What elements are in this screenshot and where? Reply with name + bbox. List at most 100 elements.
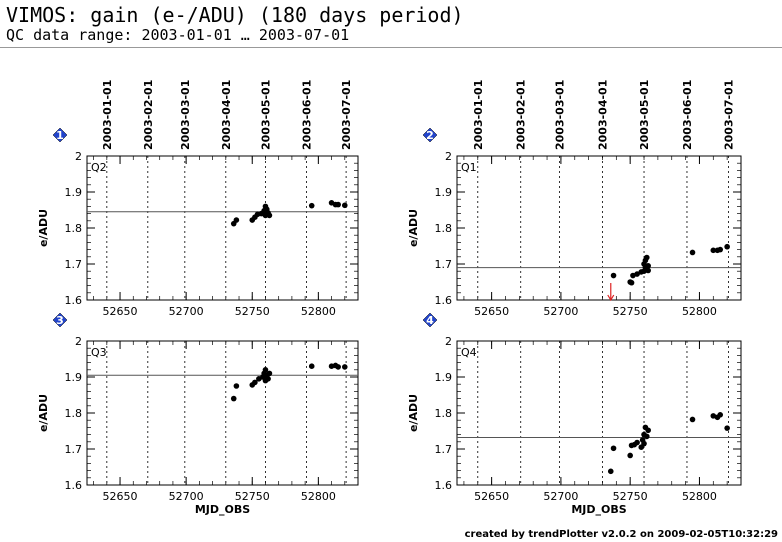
date-tick-label: 2003-02-01 [142, 80, 155, 150]
plot-frame [456, 155, 742, 301]
y-tick-label: 1.9 [435, 371, 453, 384]
panel-number-diamond [52, 127, 68, 143]
x-tick-label: 52650 [103, 490, 138, 503]
panel-label: Q2 [91, 161, 107, 174]
data-point [643, 254, 650, 261]
y-tick-label: 1.7 [435, 443, 453, 456]
data-point [230, 395, 237, 402]
x-tick-label: 52800 [301, 305, 336, 318]
date-tick-label: 2003-07-01 [340, 80, 353, 150]
data-point [262, 367, 269, 373]
date-tick-label: 2003-06-01 [300, 80, 313, 150]
y-tick-label: 1.9 [65, 186, 83, 199]
data-point [710, 247, 717, 254]
data-point [645, 427, 651, 434]
panel-number-label: 2 [426, 129, 434, 142]
x-tick-label: 52800 [682, 305, 717, 318]
date-tick-label: 2003-04-01 [220, 80, 233, 150]
panel-number-label: 4 [426, 314, 434, 327]
data-point [689, 416, 696, 423]
data-point [724, 425, 730, 431]
footer-credit: created by trendPlotter v2.0.2 on 2009-0… [464, 529, 778, 540]
date-tick-label: 2003-01-01 [101, 80, 114, 150]
x-tick-label: 52700 [169, 490, 204, 503]
date-tick-label: 2003-02-01 [515, 80, 528, 150]
panel-number-diamond [422, 127, 438, 143]
panel-label: Q4 [461, 346, 477, 359]
x-tick-label: 52700 [169, 305, 204, 318]
date-tick-label: 2003-04-01 [596, 80, 609, 150]
x-tick-label: 52650 [103, 305, 138, 318]
chart-panel-q2: 2003-01-01 2003-02-01 2003-03-01 2003-04-01… [37, 80, 359, 318]
data-point [266, 212, 273, 219]
y-tick-label: 1.8 [435, 222, 453, 235]
x-tick-label: 52700 [543, 490, 578, 503]
data-point [308, 363, 315, 370]
data-point [628, 279, 635, 286]
chart-panel-q4: 1.6 1.7 1.8 1.9 2 52650 52700 52750 52800 Q4 e/ADU… [407, 312, 742, 516]
y-tick-label: 2 [75, 150, 82, 163]
date-tick-label: 2003-06-01 [681, 80, 694, 150]
data-point [627, 452, 633, 459]
x-tick-label: 52800 [301, 490, 336, 503]
y-tick-label: 1.6 [435, 294, 453, 307]
date-tick-label: 2003-05-01 [259, 80, 272, 150]
data-point [610, 445, 617, 452]
y-tick-label: 1.7 [435, 258, 453, 271]
y-tick-label: 1.7 [65, 443, 83, 456]
data-point [335, 201, 341, 208]
data-point [641, 440, 647, 447]
date-tick-label: 2003-03-01 [179, 80, 192, 150]
date-tick-label: 2003-01-01 [472, 80, 485, 150]
date-tick-label: 2003-07-01 [723, 80, 736, 150]
data-point [645, 267, 651, 274]
data-point [252, 379, 258, 386]
data-point [634, 271, 640, 277]
x-tick-label: 52800 [682, 490, 717, 503]
data-point [233, 383, 240, 389]
x-tick-label: 52650 [474, 305, 509, 318]
y-tick-label: 1.8 [65, 222, 83, 235]
y-tick-label: 1.6 [435, 479, 453, 492]
data-point [341, 364, 348, 370]
plot-frame [456, 340, 742, 486]
x-tick-label: 52750 [235, 305, 270, 318]
panel-label: Q1 [461, 161, 477, 174]
data-point [645, 263, 651, 269]
data-point [643, 433, 650, 440]
chart-panel-q1: 2003-01-01 2003-02-01 2003-03-01 2003-04-01… [407, 80, 742, 318]
panel-number-diamond [52, 312, 68, 328]
data-point [266, 370, 273, 377]
y-tick-label: 1.8 [65, 407, 83, 420]
panel-label: Q3 [91, 346, 107, 359]
y-tick-label: 2 [445, 150, 452, 163]
page-title: VIMOS: gain (e-/ADU) (180 days period) [6, 3, 464, 27]
panel-number-label: 3 [56, 314, 64, 327]
data-point [717, 412, 724, 418]
data-point [607, 468, 614, 475]
panel-number-label: 1 [56, 129, 64, 142]
date-tick-label: 2003-05-01 [638, 80, 651, 150]
x-tick-label: 52700 [543, 305, 578, 318]
x-tick-label: 52750 [613, 305, 648, 318]
y-tick-label: 1.7 [65, 258, 83, 271]
y-tick-label: 1.6 [65, 479, 83, 492]
data-point [724, 243, 730, 250]
x-tick-label: 52650 [474, 490, 509, 503]
panel-number-diamond [422, 312, 438, 328]
x-tick-label: 52750 [235, 490, 270, 503]
data-point [335, 364, 341, 370]
data-point [265, 376, 271, 382]
x-axis-label: MJD_OBS [195, 503, 250, 516]
y-tick-label: 1.9 [435, 186, 453, 199]
data-point [717, 246, 724, 253]
data-point [308, 202, 315, 209]
y-tick-label: 2 [75, 335, 82, 348]
data-point [634, 439, 640, 446]
y-axis-label: e/ADU [37, 394, 50, 432]
y-tick-label: 1.6 [65, 294, 83, 307]
chart-panel-q3: 1.6 1.7 1.8 1.9 2 52650 52700 52750 52800 Q3 e/ADU… [37, 312, 359, 516]
y-axis-label: e/ADU [407, 394, 420, 432]
x-tick-label: 52750 [613, 490, 648, 503]
